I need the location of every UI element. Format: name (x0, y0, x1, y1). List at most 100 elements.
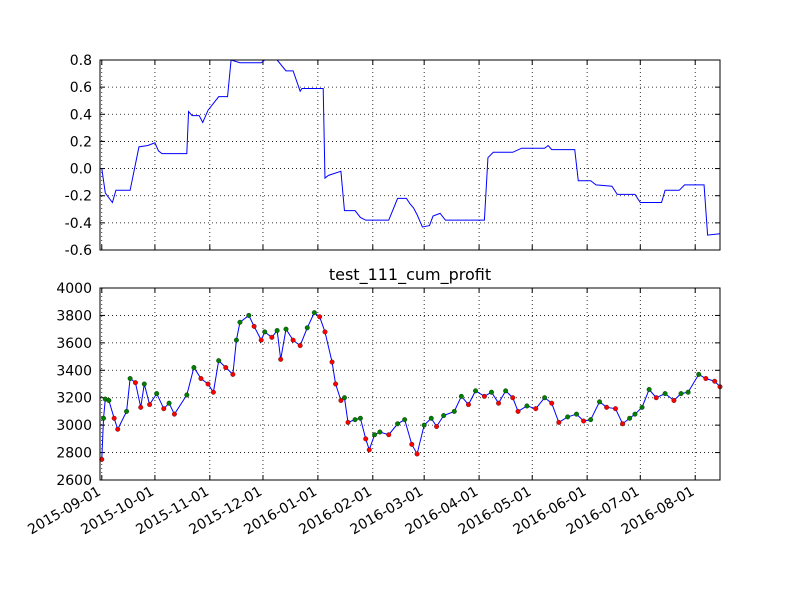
data-marker (101, 415, 106, 421)
y-tick-label: 3600 (56, 336, 92, 352)
data-marker (632, 411, 638, 417)
data-marker (481, 393, 487, 399)
data-marker (510, 395, 516, 401)
data-marker (489, 389, 494, 395)
data-marker (434, 424, 440, 429)
y-tick-label: 3400 (56, 363, 92, 379)
data-line (101, 311, 720, 460)
y-tick-label: 3200 (56, 391, 92, 407)
data-marker (653, 395, 659, 401)
data-marker (138, 404, 144, 410)
data-marker (556, 419, 562, 425)
data-marker (297, 343, 303, 349)
data-marker (524, 403, 530, 409)
data-marker (386, 432, 392, 438)
data-marker (141, 381, 147, 387)
y-tick-label: 3800 (56, 308, 92, 324)
data-marker (216, 358, 222, 364)
data-marker (171, 411, 177, 417)
data-marker (230, 371, 236, 377)
data-marker (333, 381, 339, 387)
data-marker (223, 365, 229, 370)
data-marker (712, 378, 718, 384)
data-marker (283, 326, 289, 332)
data-marker (613, 406, 618, 412)
data-marker (278, 356, 284, 362)
data-marker (678, 391, 684, 397)
data-marker (357, 415, 363, 421)
data-marker (395, 421, 401, 427)
data-marker (503, 388, 509, 394)
data-marker (515, 408, 521, 414)
y-tick-label: 2600 (56, 473, 92, 489)
data-marker (237, 319, 243, 325)
data-marker (581, 418, 587, 424)
data-marker (311, 310, 317, 316)
data-marker (274, 328, 280, 333)
data-marker (269, 334, 275, 340)
y-tick-label: -0.2 (65, 189, 92, 205)
data-marker (184, 392, 190, 398)
data-marker (161, 406, 167, 412)
data-marker (147, 402, 153, 408)
y-tick-label: 2800 (56, 446, 92, 462)
y-tick-label: 0.2 (70, 134, 92, 150)
data-marker (338, 398, 344, 403)
data-marker (671, 398, 677, 403)
data-marker (198, 376, 204, 381)
y-tick-label: -0.6 (65, 243, 92, 259)
data-marker (414, 451, 420, 457)
y-tick-label: 0.4 (70, 107, 92, 123)
y-tick-label: 0.0 (70, 162, 92, 178)
data-marker (496, 400, 502, 406)
data-marker (111, 415, 117, 421)
data-marker (258, 337, 264, 343)
data-marker (210, 389, 216, 395)
data-marker (458, 393, 464, 399)
data-marker (409, 441, 415, 447)
y-tick-label: 4000 (56, 281, 92, 297)
data-marker (441, 413, 447, 418)
data-marker (115, 426, 121, 432)
data-marker (662, 391, 668, 397)
data-marker (106, 398, 112, 403)
data-marker (124, 408, 130, 414)
data-line (101, 60, 720, 236)
data-marker (533, 406, 539, 412)
axes-frame (99, 287, 721, 481)
data-marker (542, 395, 548, 401)
data-marker (588, 417, 594, 423)
data-marker (154, 391, 160, 397)
data-marker (466, 402, 471, 408)
data-marker (685, 389, 691, 395)
data-marker (233, 337, 239, 343)
data-marker (549, 400, 555, 406)
data-marker (696, 371, 702, 377)
data-marker (627, 415, 633, 421)
data-marker (166, 400, 172, 406)
data-marker (262, 329, 268, 335)
data-marker (246, 312, 252, 318)
data-marker (604, 404, 610, 410)
data-marker (363, 436, 369, 442)
data-marker (646, 387, 652, 392)
data-marker (574, 411, 579, 417)
chart-title: test_111_cum_profit (329, 265, 491, 285)
y-tick-label: 3000 (56, 418, 92, 434)
data-marker (132, 380, 138, 386)
data-marker (421, 422, 427, 428)
data-marker (290, 337, 296, 343)
axes-frame (99, 59, 721, 251)
data-marker (473, 388, 478, 394)
data-marker (127, 376, 133, 381)
data-marker (342, 395, 347, 401)
data-marker (251, 323, 257, 329)
data-marker (304, 325, 310, 331)
y-tick-label: 0.8 (70, 53, 92, 69)
y-tick-label: -0.4 (65, 216, 92, 232)
data-marker (402, 417, 408, 423)
data-marker (428, 415, 434, 421)
data-marker (372, 432, 378, 438)
data-marker (377, 429, 383, 435)
data-marker (703, 376, 709, 381)
